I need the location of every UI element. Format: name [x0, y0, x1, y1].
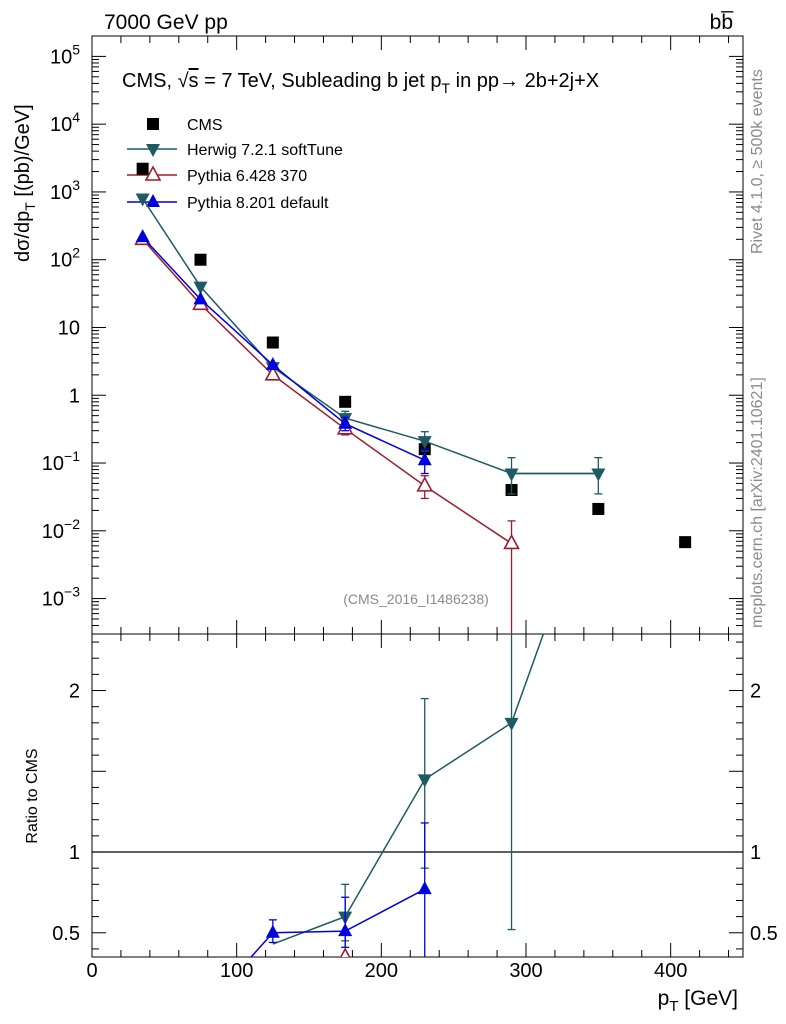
data-point-pythia-6-428-370: [503, 533, 520, 550]
ratio-y-tick-label-right: 2: [750, 681, 761, 703]
y-tick-label: 1: [69, 385, 80, 407]
series-line-pythia-8-201-default: [142, 236, 426, 461]
ratio-y-tick-label: 1: [69, 842, 80, 864]
y-tick-label: 102: [50, 245, 80, 272]
data-point-pythia-8-201-default: [338, 415, 353, 429]
ratio-point-pythia-8-201-default: [265, 924, 280, 938]
data-point-pythia-8-201-default: [193, 291, 208, 305]
series-line-pythia-6-428-370: [142, 238, 512, 545]
data-point-pythia-8-201-default: [417, 452, 432, 466]
legend-marker-pythia-8-201-default: [146, 194, 160, 207]
ratio-point-herwig-7-2-1-softtune: [417, 774, 432, 788]
mcplots-label: mcplots.cern.ch [arXiv:2401.10621]: [749, 377, 766, 628]
data-point-cms: [266, 336, 279, 349]
ratio-y-tick-label-right: 0.5: [750, 923, 778, 945]
y-axis-label: dσ/dpT [(pb)/GeV]: [12, 104, 38, 262]
data-point-herwig-7-2-1-softtune: [417, 436, 432, 450]
data-point-cms: [592, 502, 605, 515]
y-tick-label: 103: [50, 177, 80, 204]
ratio-point-pythia-8-201-default: [338, 923, 353, 937]
legend-label-herwig-7-2-1-softtune: Herwig 7.2.1 softTune: [187, 142, 343, 159]
x-tick-label: 300: [509, 960, 542, 982]
legend: CMS Herwig 7.2.1 softTune Pythia 6.428 370…: [127, 117, 343, 212]
legend-label-pythia-6-428-370: Pythia 6.428 370: [187, 168, 307, 185]
data-point-herwig-7-2-1-softtune: [193, 281, 208, 295]
ratio-y-tick-labels: 0.5 0.5 1 1 2 2: [52, 681, 778, 945]
ratio-plot-frame: [91, 633, 744, 958]
ratio-line-herwig-7-2-1-softtune: [272, 634, 545, 945]
x-tick-label: 100: [220, 960, 253, 982]
legend-marker-pythia-6-428-370: [144, 165, 162, 181]
header-left: 7000 GeV pp: [104, 11, 228, 34]
ratio-y-tick-label: 2: [69, 681, 80, 703]
ratio-y-tick-label-right: 1: [750, 842, 761, 864]
x-tick-labels: 0 100 200 300 400: [86, 960, 687, 982]
ratio-y-axis-label: Ratio to CMS: [24, 748, 41, 843]
data-point-herwig-7-2-1-softtune: [504, 468, 519, 482]
data-point-pythia-6-428-370: [264, 365, 282, 381]
ratio-point-herwig-7-2-1-softtune: [504, 717, 519, 731]
x-tick-label: 0: [86, 960, 97, 982]
rivet-label: Rivet 4.1.0, ≥ 500k events: [749, 69, 766, 254]
ratio-point-pythia-8-201-default: [417, 881, 432, 895]
y-tick-label: 10: [58, 317, 80, 339]
x-tick-label: 200: [365, 960, 398, 982]
legend-marker-herwig-7-2-1-softtune: [146, 144, 160, 157]
chart-title: CMS, √s = 7 TeV, Subleading b jet pT in …: [122, 70, 599, 96]
data-point-cms: [136, 162, 149, 175]
y-tick-label: 10−2: [42, 516, 80, 543]
x-axis-label: pT [GeV]: [658, 987, 738, 1015]
y-tick-label: 10−3: [42, 584, 80, 611]
ratio-point-pythia-6-428-370: [339, 947, 351, 957]
x-tick-label: 400: [654, 960, 687, 982]
data-point-pythia-8-201-default: [135, 229, 150, 243]
data-point-cms: [339, 395, 352, 408]
y-tick-label: 10−1: [42, 448, 80, 475]
legend-marker-cms: [147, 118, 159, 130]
data-point-pythia-8-201-default: [265, 356, 280, 370]
analysis-watermark: (CMS_2016_I1486238): [343, 591, 489, 607]
y-tick-label: 105: [50, 41, 80, 68]
axis-ticks: [91, 35, 743, 957]
series-line-herwig-7-2-1-softtune: [142, 198, 599, 475]
legend-label-cms: CMS: [187, 117, 223, 134]
ratio-plot-data: [250, 634, 545, 957]
legend-label-pythia-8-201-default: Pythia 8.201 default: [187, 195, 329, 212]
ratio-line-pythia-8-201-default: [250, 888, 426, 957]
header-right: bb̅: [710, 11, 735, 34]
data-point-cms: [194, 253, 207, 266]
data-point-cms: [679, 536, 692, 549]
data-point-herwig-7-2-1-softtune: [591, 468, 606, 482]
top-plot-data: [134, 162, 692, 634]
ratio-y-tick-label: 0.5: [52, 923, 80, 945]
data-point-pythia-6-428-370: [416, 476, 434, 492]
data-point-herwig-7-2-1-softtune: [135, 193, 150, 207]
y-tick-label: 104: [50, 109, 80, 136]
